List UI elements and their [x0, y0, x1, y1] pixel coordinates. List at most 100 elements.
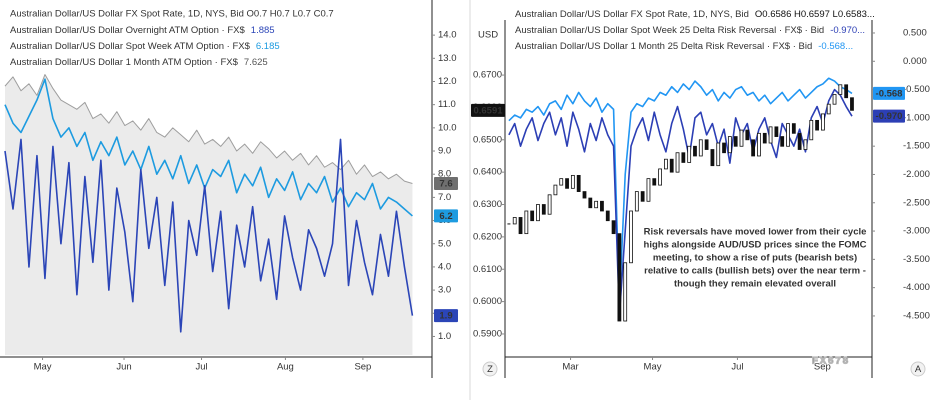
candle: [681, 152, 686, 163]
x-tick-label: Mar: [562, 362, 578, 373]
x-tick-label: Jul: [731, 362, 743, 373]
candle: [536, 204, 540, 222]
candle: [594, 200, 599, 209]
y2-tick-label: -1.500: [903, 141, 930, 152]
candle: [600, 200, 604, 212]
legend-entry: Australian Dollar/US Dollar 1 Month ATM …: [10, 57, 268, 68]
price-tag-label: 1.9: [439, 311, 452, 322]
legend-value: -0.970...: [830, 25, 865, 36]
y-tick-label: 10.0: [438, 122, 457, 133]
candle: [565, 178, 569, 189]
price-tag: [471, 103, 505, 117]
y-tick-label: 7.0: [438, 192, 451, 203]
candle: [739, 129, 744, 147]
candle: [821, 113, 825, 131]
candle: [751, 139, 756, 157]
candle: [844, 84, 849, 99]
candle: [826, 103, 831, 115]
candle: [693, 145, 697, 157]
candle: [774, 126, 779, 137]
y2-tick-label: -0.500: [903, 84, 930, 95]
y-tick-label: 14.0: [438, 30, 457, 41]
candle: [850, 97, 854, 111]
y2-tick-label: -2.500: [903, 197, 930, 208]
annotation: highs alongside AUD/USD prices since the…: [644, 240, 867, 251]
price-tag: [434, 209, 458, 223]
candle: [838, 84, 843, 95]
candle: [611, 220, 616, 235]
candle: [547, 194, 552, 215]
candle: [518, 217, 523, 235]
y2-tick-label: -4.000: [903, 282, 930, 293]
axis-button: [482, 361, 498, 377]
y2-tick-label: 0.000: [903, 56, 927, 67]
candle: [553, 184, 558, 196]
y-tick-label: 11.0: [438, 99, 456, 110]
candle: [791, 123, 796, 134]
legend-name: Australian Dollar/US Dollar 1 Month 25 D…: [515, 41, 812, 52]
x-tick-label: Jul: [195, 362, 207, 373]
x-tick-label: Jun: [116, 362, 131, 373]
legend-value: O0.6586 H0.6597 L0.6583...: [755, 9, 875, 20]
x-tick-label: May: [34, 362, 52, 373]
price-tag: [434, 176, 458, 190]
annotation: though they remain elevated overall: [674, 279, 836, 290]
legend-value: -0.568...: [818, 41, 853, 52]
watermark: FX678: [812, 356, 850, 367]
candle: [727, 136, 732, 154]
y2-tick-label: -3.500: [903, 254, 930, 265]
y-tick-label: 0.6400: [473, 167, 502, 178]
candle: [832, 94, 837, 105]
y2-tick-label: -3.000: [903, 226, 930, 237]
candle: [675, 152, 680, 173]
legend-header: Australian Dollar/US Dollar FX Spot Rate…: [10, 9, 334, 20]
legend-name: Australian Dollar/US Dollar Spot Week 25…: [515, 25, 824, 36]
x-tick-label: Sep: [814, 362, 831, 373]
candle: [803, 139, 808, 150]
axis-button-label: Z: [487, 364, 493, 375]
series-line: [4, 138, 414, 333]
candle: [786, 123, 790, 147]
candle: [762, 132, 767, 144]
candle: [640, 191, 645, 202]
candle: [559, 178, 564, 186]
candle: [530, 210, 535, 222]
candle: [588, 197, 593, 209]
candle: [757, 132, 761, 157]
y-tick-label: 0.6700: [473, 70, 502, 81]
candle: [704, 139, 709, 150]
annotation: relative to calls (bullish bets) over th…: [644, 266, 866, 277]
candle: [582, 191, 587, 199]
legend-entry: Australian Dollar/US Dollar Overnight AT…: [10, 25, 275, 36]
y-tick-label: 4.0: [438, 261, 451, 272]
series-line: [4, 78, 413, 217]
y-tick-label: 1.0: [438, 331, 451, 342]
annotation: Risk reversals have moved lower from the…: [644, 227, 867, 238]
legend-value: 6.185: [256, 41, 280, 52]
price-tag-label: 7.6: [439, 178, 452, 189]
legend-entry: Australian Dollar/US Dollar 1 Month 25 D…: [515, 41, 853, 52]
y-tick-label: 12.0: [438, 76, 457, 87]
candle: [646, 178, 651, 202]
series-line: [508, 77, 853, 306]
y-tick-label: 8.0: [438, 169, 451, 180]
candle: [722, 142, 726, 154]
legend-entry: Australian Dollar/US Dollar Spot Week 25…: [515, 25, 865, 36]
y-tick-label: 9.0: [438, 146, 451, 157]
candle: [797, 132, 802, 150]
y-tick-label: 0.6000: [473, 296, 502, 307]
candle: [809, 119, 814, 141]
annotation: meeting, to show a rise of puts (bearish…: [653, 253, 857, 264]
candle: [733, 136, 738, 147]
y2-tick-label: -1.000: [903, 112, 930, 123]
candle: [669, 158, 674, 173]
legend-name: Australian Dollar/US Dollar 1 Month ATM …: [10, 57, 239, 68]
legend-name: Australian Dollar/US Dollar Overnight AT…: [10, 25, 245, 36]
y-tick-label: 3.0: [438, 285, 451, 296]
candle: [524, 210, 529, 235]
legend-name: Australian Dollar/US Dollar Spot Week AT…: [10, 41, 251, 52]
candle: [623, 262, 628, 322]
y-tick-label: 0.6300: [473, 199, 502, 210]
legend-value: 1.885: [251, 25, 275, 36]
